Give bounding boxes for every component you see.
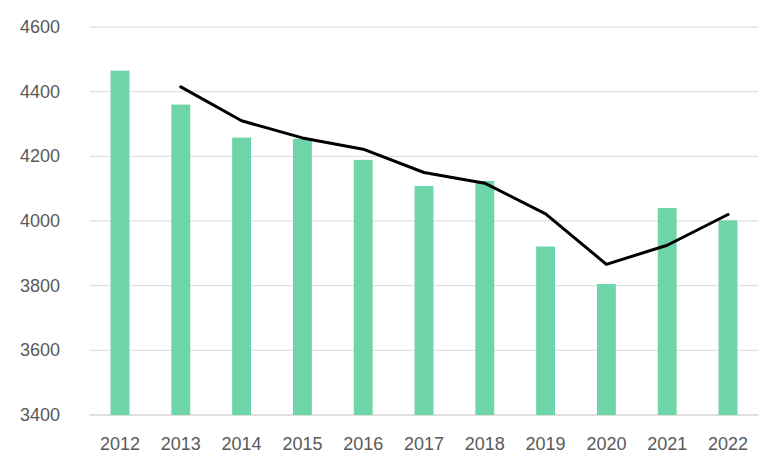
bar (597, 284, 616, 415)
y-tick-label: 3600 (20, 340, 60, 360)
x-tick-label: 2018 (465, 434, 505, 454)
bar (658, 208, 677, 415)
y-tick-label: 4400 (20, 82, 60, 102)
x-tick-label: 2017 (404, 434, 444, 454)
x-tick-label: 2013 (161, 434, 201, 454)
x-tick-label: 2016 (343, 434, 383, 454)
y-tick-label: 4600 (20, 17, 60, 37)
chart: 3400 3600 3800 4000 4200 4400 4600 2012 2013 2014… (0, 0, 771, 469)
x-tick-label: 2021 (647, 434, 687, 454)
grid-line (90, 27, 759, 28)
y-tick-label: 4000 (20, 211, 60, 231)
bar (354, 160, 373, 415)
line (181, 87, 728, 265)
x-tick-label: 2015 (282, 434, 322, 454)
bar (111, 71, 130, 415)
x-tick-label: 2014 (222, 434, 262, 454)
y-tick-label: 3800 (20, 276, 60, 296)
x-tick-label: 2012 (100, 434, 140, 454)
x-tick-label: 2019 (526, 434, 566, 454)
y-tick-label: 3400 (20, 405, 60, 425)
bar (415, 186, 434, 415)
grid (90, 27, 759, 415)
plot-area (111, 71, 738, 415)
bar (719, 220, 738, 415)
bar (293, 139, 312, 415)
x-tick-label: 2020 (586, 434, 626, 454)
bar (475, 181, 494, 415)
bar (171, 105, 190, 415)
bar (232, 138, 251, 415)
y-tick-label: 4200 (20, 146, 60, 166)
bar (536, 247, 555, 415)
x-tick-label: 2022 (708, 434, 748, 454)
